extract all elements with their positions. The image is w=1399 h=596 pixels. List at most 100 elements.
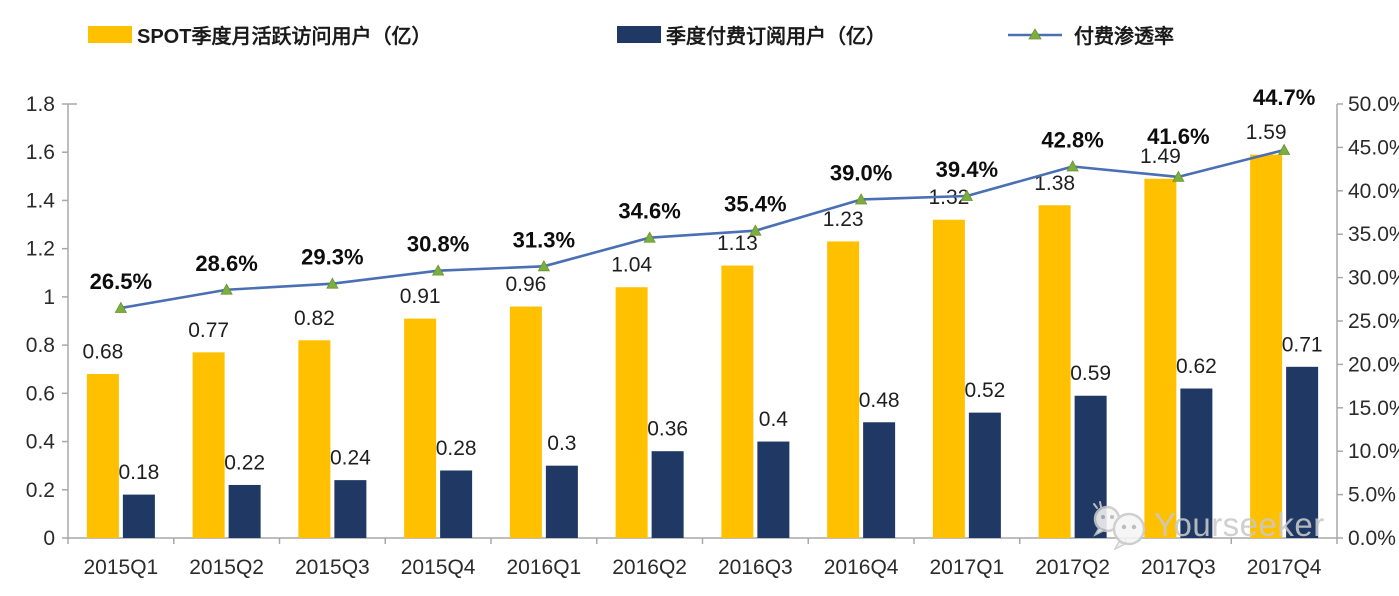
left-axis-tick-label: 0.6 [26, 382, 55, 405]
penetration-marker [220, 283, 233, 295]
mau-value-label: 0.68 [82, 341, 123, 364]
mau-legend-label: SPOT季度月活跃访问用户（亿） [137, 26, 432, 48]
subs-bar [968, 412, 1001, 538]
mau-value-label: 1.49 [1140, 145, 1181, 168]
penetration-pct-label: 39.0% [830, 160, 892, 185]
subs-bar [651, 451, 684, 538]
subs-value-label: 0.52 [964, 379, 1005, 402]
subs-bar [545, 465, 578, 538]
penetration-pct-label: 26.5% [90, 269, 152, 294]
x-category-label: 2015Q4 [401, 556, 476, 579]
left-axis-tick-label: 0.2 [26, 479, 55, 502]
subs-value-label: 0.22 [224, 451, 265, 474]
x-category-label: 2015Q2 [189, 556, 264, 579]
mau-bar [932, 219, 965, 538]
left-axis-tick-label: 0.8 [26, 334, 55, 357]
right-axis-tick-label: 15.0% [1348, 397, 1399, 420]
x-category-label: 2016Q1 [507, 556, 582, 579]
left-axis-tick-label: 0 [43, 527, 55, 550]
mau-bar [1038, 205, 1071, 538]
subs-legend-swatch [617, 26, 661, 43]
mau-bar [298, 340, 331, 538]
penetration-pct-label: 30.8% [407, 232, 469, 257]
penetration-pct-label: 28.6% [195, 251, 257, 276]
subs-bar [228, 484, 261, 538]
left-axis-tick-label: 0.4 [26, 431, 56, 454]
mau-bar [615, 287, 648, 538]
mau-bar [192, 352, 225, 538]
subs-bar [1074, 395, 1107, 538]
penetration-pct-label: 42.8% [1041, 127, 1103, 152]
right-axis-tick-label: 30.0% [1348, 267, 1399, 290]
mau-value-label: 0.77 [188, 319, 229, 342]
mau-value-label: 1.13 [717, 232, 758, 255]
penetration-pct-label: 35.4% [724, 192, 786, 217]
mau-bar [509, 306, 542, 538]
penetration-marker [960, 189, 974, 201]
subs-bar [334, 480, 367, 538]
left-axis-tick-label: 1 [43, 286, 55, 309]
x-category-label: 2016Q4 [824, 556, 899, 579]
penetration-legend-label: 付费渗透率 [1074, 26, 1174, 48]
penetration-marker [326, 277, 339, 289]
subs-value-label: 0.48 [859, 389, 900, 412]
right-axis-tick-label: 35.0% [1348, 223, 1399, 246]
right-axis-tick-label: 10.0% [1348, 440, 1399, 463]
line-marker-sample-icon [1007, 26, 1063, 44]
right-axis-tick-label: 20.0% [1348, 353, 1399, 376]
mau-value-label: 0.82 [294, 307, 335, 330]
subs-value-label: 0.24 [330, 447, 371, 470]
subs-value-label: 0.36 [647, 418, 688, 441]
penetration-marker [1277, 143, 1291, 155]
subs-bar [863, 422, 896, 538]
penetration-marker [1172, 170, 1185, 182]
legend-item-mau: SPOT季度月活跃访问用户（亿） [88, 20, 431, 49]
penetration-marker [749, 224, 762, 236]
penetration-marker [1066, 160, 1079, 172]
chart-legend: SPOT季度月活跃访问用户（亿） 季度付费订阅用户（亿） 付费渗透率 [0, 0, 1399, 52]
penetration-marker [431, 264, 445, 276]
right-axis-tick-label: 50.0% [1348, 93, 1399, 116]
mau-legend-swatch [88, 26, 132, 43]
left-axis-tick-label: 1.8 [26, 93, 55, 116]
left-axis-tick-label: 1.4 [26, 189, 56, 212]
subs-value-label: 0.62 [1176, 355, 1217, 378]
subs-value-label: 0.71 [1282, 333, 1323, 356]
penetration-pct-label: 34.6% [618, 199, 680, 224]
x-category-label: 2016Q2 [612, 556, 687, 579]
subs-legend-label: 季度付费订阅用户（亿） [666, 26, 886, 48]
subs-value-label: 0.4 [759, 408, 789, 431]
mau-value-label: 1.04 [611, 254, 652, 277]
left-axis-tick-label: 1.6 [26, 141, 55, 164]
penetration-marker [114, 301, 128, 313]
right-axis-tick-label: 5.0% [1348, 484, 1396, 507]
subs-value-label: 0.28 [436, 437, 477, 460]
subs-bar [122, 494, 155, 538]
mau-value-label: 0.96 [505, 273, 546, 296]
left-axis-tick-label: 1.2 [26, 238, 55, 261]
penetration-line [120, 148, 1285, 310]
penetration-pct-label: 29.3% [301, 245, 363, 270]
subs-bar [1286, 366, 1319, 538]
legend-item-penetration: 付费渗透率 [1007, 20, 1174, 49]
mau-bar [404, 318, 437, 538]
subs-bar [440, 470, 473, 538]
x-category-label: 2017Q2 [1035, 556, 1110, 579]
mau-value-label: 1.59 [1246, 121, 1287, 144]
penetration-pct-label: 39.4% [936, 157, 998, 182]
x-category-label: 2017Q1 [930, 556, 1005, 579]
penetration-marker [537, 259, 551, 272]
mau-bar [1144, 178, 1177, 538]
subs-value-label: 0.59 [1070, 362, 1111, 385]
x-category-label: 2016Q3 [718, 556, 793, 579]
penetration-marker [643, 231, 656, 243]
x-category-label: 2017Q3 [1141, 556, 1216, 579]
x-category-label: 2017Q4 [1247, 556, 1322, 579]
mau-bar [86, 374, 119, 538]
right-axis-tick-label: 0.0% [1348, 527, 1396, 550]
mau-bar [827, 241, 860, 538]
x-category-label: 2015Q1 [84, 556, 159, 579]
penetration-pct-label: 31.3% [513, 227, 575, 252]
